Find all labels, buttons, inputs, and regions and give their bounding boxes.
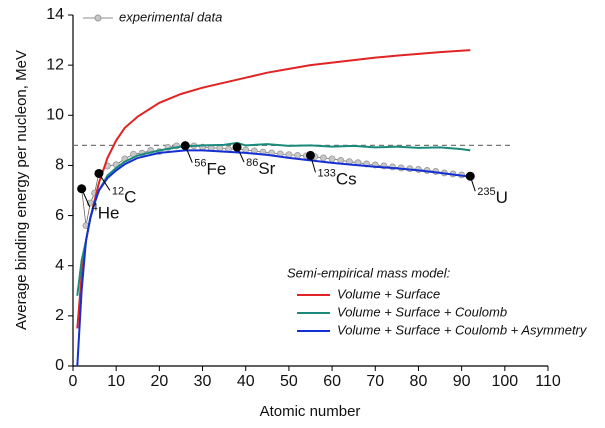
y-tick-label: 10 <box>46 107 64 124</box>
annotation-mass: 12 <box>112 185 124 197</box>
experimental-point <box>328 155 336 163</box>
x-tick-label: 40 <box>237 373 255 390</box>
annotation-mass: 4 <box>92 202 98 214</box>
annotation-symbol: Sr <box>258 160 275 179</box>
x-tick-label: 20 <box>150 373 168 390</box>
x-tick-label: 70 <box>366 373 384 390</box>
legend-label: experimental data <box>119 9 222 24</box>
annotation-mass: 133 <box>318 167 336 179</box>
annotation-mass: 56 <box>194 158 206 170</box>
y-tick-label: 2 <box>55 307 64 324</box>
legend-marker <box>94 14 102 22</box>
annotation-symbol: U <box>496 189 508 208</box>
y-tick-label: 14 <box>46 6 64 23</box>
annotation-label: 4He <box>92 202 120 224</box>
annotation-mass: 235 <box>477 186 495 198</box>
annotation-label: 86Sr <box>246 157 276 179</box>
y-tick-label: 0 <box>55 357 64 374</box>
annotation-symbol: Cs <box>336 170 357 189</box>
annotation-label: 12C <box>112 185 137 207</box>
annotation-symbol: Fe <box>207 160 227 179</box>
x-tick-label: 100 <box>491 373 518 390</box>
x-tick-label: 0 <box>69 373 78 390</box>
x-tick-label: 110 <box>535 373 561 390</box>
legend-label: Volume + Surface + Coulomb <box>337 304 507 319</box>
annotation-label: 235U <box>477 186 508 208</box>
y-axis-label: Average binding energy per nucleon, MeV <box>13 50 30 330</box>
x-tick-label: 90 <box>453 373 471 390</box>
experimental-point <box>294 151 301 159</box>
y-tick-label: 4 <box>55 257 64 274</box>
annotation-point <box>94 168 104 178</box>
annotation-symbol: C <box>124 188 136 207</box>
annotation-point <box>232 142 242 152</box>
annotation-mass: 86 <box>246 157 258 169</box>
annotation-point <box>180 141 190 151</box>
annotation-point <box>77 184 87 194</box>
experimental-point <box>320 154 327 162</box>
annotation-point <box>465 171 475 181</box>
annotation-label: 56Fe <box>194 158 226 180</box>
y-tick-label: 8 <box>55 157 64 174</box>
x-axis-label: Atomic number <box>260 403 361 420</box>
legend-title: Semi-empirical mass model: <box>287 265 451 280</box>
y-tick-label: 12 <box>46 56 64 73</box>
x-tick-label: 10 <box>107 373 125 390</box>
series-line <box>76 149 471 367</box>
legend-label: Volume + Surface <box>337 286 440 301</box>
y-tick-label: 6 <box>55 207 64 224</box>
x-tick-label: 60 <box>323 373 341 390</box>
annotation-point <box>306 150 315 160</box>
annotation-symbol: He <box>98 204 120 223</box>
annotation-label: 133Cs <box>318 167 357 189</box>
x-tick-label: 50 <box>280 373 298 390</box>
x-tick-label: 30 <box>194 373 212 390</box>
legend-label: Volume + Surface + Coulomb + Asymmetry <box>337 322 588 337</box>
x-tick-label: 80 <box>410 373 428 390</box>
